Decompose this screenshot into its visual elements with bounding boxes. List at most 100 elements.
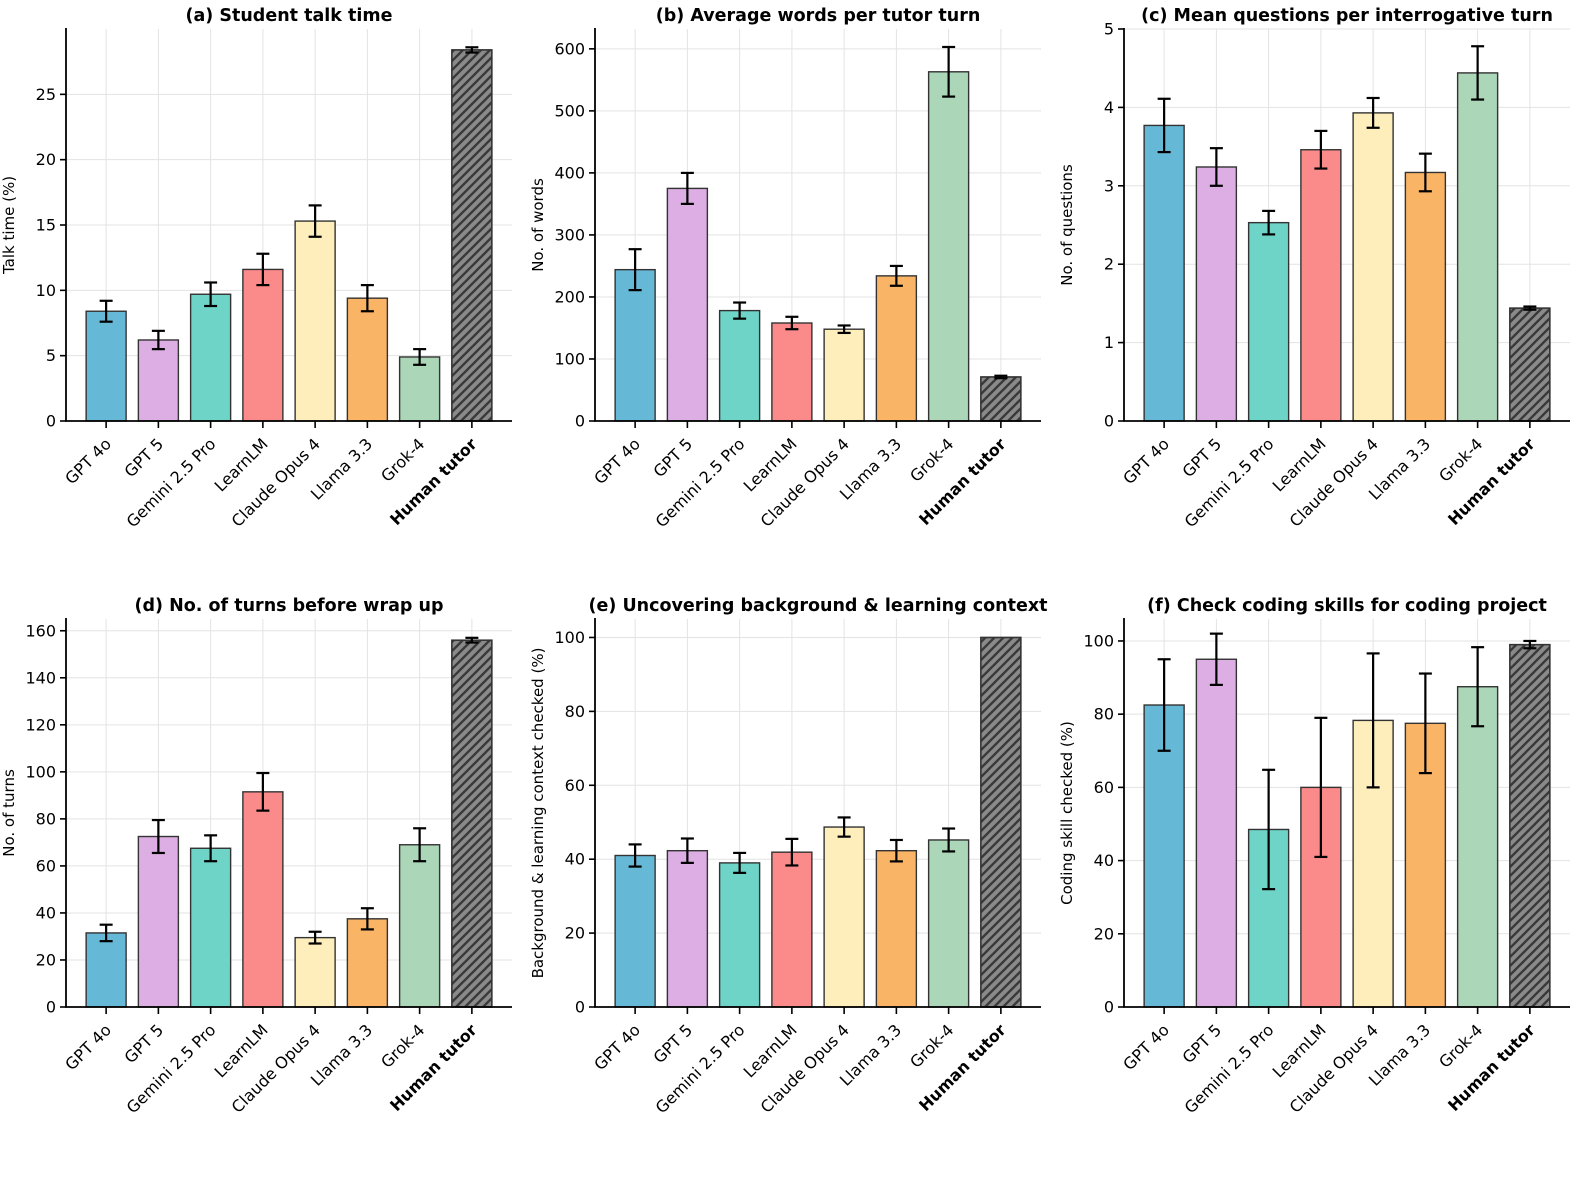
bar-grok-4 (927, 71, 970, 422)
y-tick-label: 140 (25, 668, 56, 687)
error-bar-llama-3-3 (889, 838, 903, 863)
x-tick-label-claude-opus-4: Claude Opus 4 (1286, 434, 1382, 530)
bar-gpt-5 (666, 187, 709, 422)
y-tick-label: 120 (25, 715, 56, 734)
error-bar-gemini-2-5-pro (1262, 768, 1276, 891)
error-bar-learnlm (1314, 716, 1328, 859)
error-bar-grok-4 (1471, 45, 1485, 101)
bar-grok-4 (398, 844, 441, 1008)
bar-grok-4 (1456, 686, 1499, 1008)
bar-llama-3-3 (1404, 171, 1447, 422)
bar-hatch-overlay-human-tutor (1509, 307, 1551, 422)
bar-learnlm (242, 268, 284, 422)
error-bar-grok-4 (942, 827, 956, 853)
bar-gpt-4o (614, 268, 656, 422)
error-bar-human-tutor (994, 374, 1008, 380)
bar-llama-3-3 (875, 849, 918, 1008)
bar-gpt-4o (1143, 704, 1185, 1008)
panel-c: 0 1 2 3 4 5 GPT 4o GPT 5 Gemini 2.5 Pro LearnLM Cl… (1058, 0, 1587, 590)
y-tick-label: 400 (554, 163, 585, 182)
error-bar-gpt-4o (99, 923, 113, 943)
bar-llama-3-3 (346, 297, 389, 422)
y-tick-label: 1 (1104, 333, 1114, 352)
x-tick-label-claude-opus-4: Claude Opus 4 (228, 1020, 324, 1116)
y-axis-label: No. of questions (1058, 164, 1076, 286)
y-tick-label: 160 (25, 621, 56, 640)
y-tick-label: 2 (1104, 255, 1114, 274)
bar-gemini-2-5-pro (1247, 221, 1290, 422)
bar-hatch-overlay-human-tutor (1509, 643, 1551, 1008)
bar-gpt-5 (1195, 658, 1238, 1008)
y-tick-label: 500 (554, 101, 585, 120)
bar-gemini-2-5-pro (718, 309, 761, 422)
bar-hatch-overlay-human-tutor (451, 639, 493, 1008)
x-tick-label-claude-opus-4: Claude Opus 4 (757, 1020, 853, 1116)
bar-claude-opus-4 (1352, 112, 1394, 422)
error-bar-gpt-4o (628, 248, 642, 292)
bar-llama-3-3 (875, 275, 918, 422)
y-tick-label: 0 (1104, 998, 1114, 1017)
x-tick-label-grok-4: Grok-4 (377, 1020, 428, 1071)
x-tick-label-gpt-5: GPT 5 (649, 434, 696, 481)
bar-gpt-4o (85, 932, 127, 1008)
x-tick-label-grok-4: Grok-4 (906, 1020, 957, 1071)
bar-claude-opus-4 (823, 826, 865, 1008)
error-bar-llama-3-3 (360, 284, 374, 313)
error-bar-gpt-4o (99, 299, 113, 323)
x-tick-label-gpt-4o: GPT 4o (590, 434, 644, 488)
x-tick-label-grok-4: Grok-4 (1435, 434, 1486, 485)
x-tick-label-gpt-5: GPT 5 (1178, 434, 1225, 481)
y-tick-label: 5 (1104, 20, 1114, 39)
error-bar-grok-4 (413, 827, 427, 863)
error-bar-gpt-4o (1157, 658, 1171, 752)
x-tick-label-gpt-4o: GPT 4o (61, 1020, 115, 1074)
y-tick-label: 15 (36, 216, 56, 235)
x-tick-label-grok-4: Grok-4 (377, 434, 428, 485)
y-tick-label: 600 (554, 39, 585, 58)
y-tick-label: 40 (565, 850, 585, 869)
error-bar-learnlm (785, 837, 799, 867)
x-tick-label-gpt-4o: GPT 4o (1119, 434, 1173, 488)
error-bar-gpt-5 (1209, 632, 1223, 686)
error-bar-claude-opus-4 (308, 204, 322, 238)
bar-learnlm (1300, 149, 1342, 422)
panel-title-c: (c) Mean questions per interrogative tur… (1141, 6, 1553, 26)
bar-grok-4 (1456, 72, 1499, 422)
x-tick-label-gemini-2-5-pro: Gemini 2.5 Pro (652, 1020, 749, 1117)
error-bar-gpt-5 (680, 171, 694, 206)
bar-gpt-5 (666, 849, 709, 1008)
bar-claude-opus-4 (294, 936, 336, 1008)
error-bar-gpt-5 (151, 329, 165, 351)
y-tick-label: 20 (36, 950, 56, 969)
bar-gpt-5 (137, 339, 180, 422)
y-tick-label: 3 (1104, 176, 1114, 195)
panel-title-a: (a) Student talk time (185, 6, 392, 26)
panel-e: 0 20 40 60 80 100 GPT 4o GPT 5 Gemini 2.5 Pro Lea… (529, 590, 1058, 1187)
y-tick-label: 40 (1094, 851, 1114, 870)
y-tick-label: 5 (46, 346, 56, 365)
error-bar-human-tutor (465, 636, 479, 644)
y-tick-label: 60 (565, 776, 585, 795)
bar-learnlm (242, 791, 284, 1008)
y-tick-label: 20 (1094, 924, 1114, 943)
error-bar-gemini-2-5-pro (733, 301, 747, 320)
error-bar-human-tutor (465, 46, 479, 54)
y-tick-label: 80 (565, 702, 585, 721)
error-bar-llama-3-3 (1418, 152, 1432, 193)
error-bar-learnlm (1314, 129, 1328, 170)
bar-learnlm (771, 851, 813, 1008)
y-tick-label: 20 (36, 150, 56, 169)
x-tick-label-claude-opus-4: Claude Opus 4 (1286, 1020, 1382, 1116)
error-bar-gemini-2-5-pro (204, 281, 218, 308)
y-tick-label: 0 (46, 998, 56, 1017)
y-axis-label: Background & learning context checked (%… (529, 648, 547, 979)
error-bar-gpt-5 (151, 818, 165, 855)
error-bar-grok-4 (942, 45, 956, 98)
y-tick-label: 100 (25, 762, 56, 781)
bar-claude-opus-4 (294, 220, 336, 422)
y-tick-label: 10 (36, 281, 56, 300)
x-tick-label-gpt-4o: GPT 4o (61, 434, 115, 488)
